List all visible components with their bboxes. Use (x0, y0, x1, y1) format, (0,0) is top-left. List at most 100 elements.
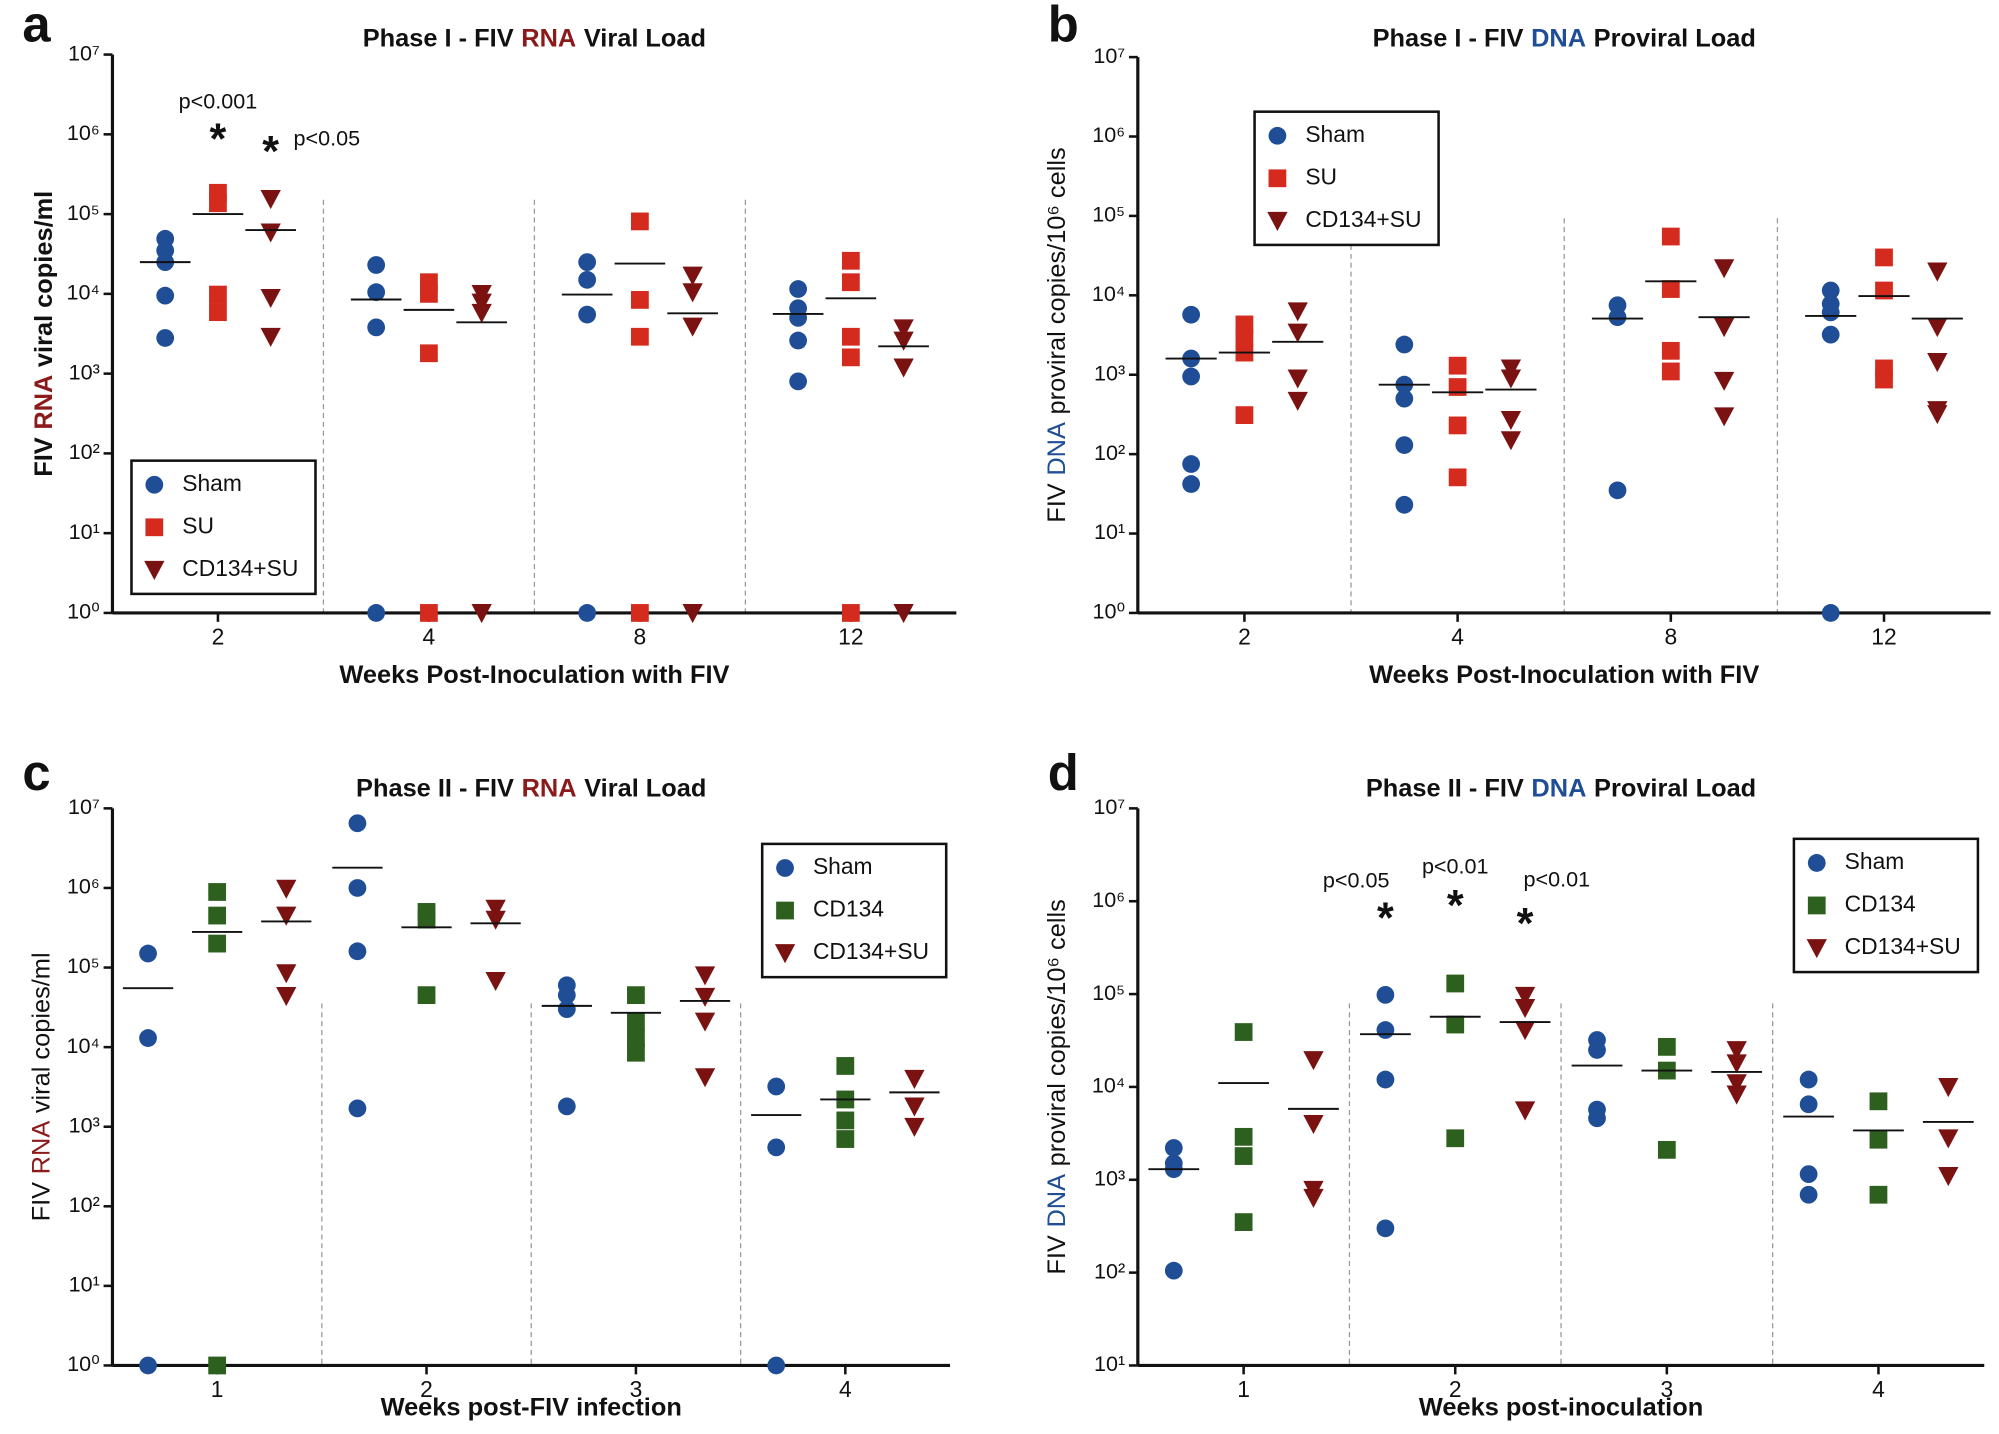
point (1869, 1130, 1888, 1149)
point (1661, 362, 1680, 381)
y-tick-label: 10¹ (69, 1272, 100, 1297)
legend-label: CD134+SU (182, 555, 298, 581)
point (1938, 1078, 1959, 1098)
point (841, 348, 860, 367)
point (367, 318, 386, 337)
point (694, 966, 716, 986)
point (209, 285, 227, 304)
point (260, 289, 281, 309)
y-tick-label: 10⁶ (1092, 122, 1125, 147)
point (578, 305, 597, 324)
legend-label: CD134 (813, 896, 884, 922)
point (694, 1012, 716, 1032)
point (904, 1069, 925, 1089)
point (1287, 302, 1308, 322)
p-value: p<0.01 (1422, 854, 1489, 879)
point (1395, 436, 1414, 454)
y-tick-label: 10⁶ (67, 120, 100, 145)
legend-label: Sham (182, 470, 242, 496)
point (631, 212, 649, 231)
point (1514, 986, 1536, 1006)
point (841, 251, 860, 270)
point (417, 986, 436, 1005)
y-tick-label: 10⁷ (1093, 43, 1125, 68)
legend-label: CD134 (1845, 890, 1916, 916)
point (694, 1068, 716, 1088)
y-tick-label: 10² (1094, 1258, 1125, 1283)
chart-title-part: Viral Load (584, 774, 706, 802)
point (893, 358, 914, 378)
y-axis-title-part: DNA (1043, 1174, 1071, 1228)
point (471, 303, 492, 323)
y-axis-title-part: RNA (30, 375, 58, 430)
point (578, 253, 597, 272)
point (139, 944, 157, 963)
point (485, 910, 506, 930)
point (367, 604, 386, 622)
y-tick-label: 10³ (1094, 360, 1125, 385)
point (1875, 248, 1893, 267)
point (631, 327, 649, 346)
p-value: p<0.001 (179, 88, 258, 113)
p-value: p<0.01 (1524, 866, 1591, 891)
point (1303, 1051, 1324, 1071)
x-tick-label: 2 (1238, 623, 1251, 649)
point (578, 270, 597, 289)
point (260, 327, 281, 347)
x-tick-label: 4 (1451, 623, 1464, 649)
point (1164, 1261, 1183, 1280)
point (893, 331, 914, 351)
y-tick-label: 10¹ (1094, 519, 1125, 544)
point (1875, 370, 1893, 389)
y-axis-title: FIV DNA proviral copies/10⁶ cells (1043, 899, 1071, 1274)
point (1376, 1021, 1395, 1039)
point (1799, 1165, 1818, 1184)
point (836, 1057, 855, 1075)
point (1799, 1185, 1818, 1204)
x-axis-title: Weeks Post-Inoculation with FIV (339, 661, 729, 689)
point (208, 934, 227, 953)
point (682, 283, 703, 303)
point (627, 1043, 645, 1062)
significance-marker: * (210, 116, 227, 164)
y-tick-label: 10⁷ (68, 794, 100, 819)
point (1608, 308, 1627, 327)
chart-title-part: RNA (522, 774, 577, 802)
point (841, 327, 860, 346)
point (1657, 1037, 1676, 1056)
point (276, 964, 297, 984)
legend-label: SU (182, 512, 214, 538)
point (1726, 1085, 1747, 1105)
y-axis-title: FIV RNA viral copies/ml (27, 952, 55, 1221)
point (682, 604, 703, 624)
y-tick-label: 10⁶ (67, 874, 100, 899)
chart-title-part: Proviral Load (1594, 24, 1756, 52)
point (1303, 1188, 1324, 1208)
point (1807, 896, 1826, 915)
point (1287, 391, 1308, 411)
point (1268, 126, 1287, 145)
x-axis-title: Weeks post-inoculation (1419, 1393, 1703, 1421)
y-axis-title-part: RNA (27, 1121, 55, 1175)
legend-label: CD134+SU (813, 938, 929, 964)
point (209, 303, 227, 322)
point (1726, 1054, 1747, 1074)
significance-marker: * (1377, 895, 1394, 943)
point (631, 291, 649, 309)
x-tick-label: 4 (1872, 1376, 1885, 1402)
chart-title-part: Phase II - FIV (1366, 774, 1524, 802)
chart-title-part: RNA (521, 24, 576, 52)
point (1938, 1129, 1959, 1149)
point (1287, 323, 1308, 343)
y-tick-label: 10⁰ (67, 599, 100, 624)
point (1806, 939, 1827, 959)
point (631, 604, 649, 622)
point (1376, 986, 1395, 1004)
y-axis-title-part: FIV (30, 437, 58, 477)
x-tick-label: 12 (1871, 623, 1896, 649)
point (1235, 406, 1254, 424)
point (485, 971, 506, 992)
point (557, 1000, 576, 1019)
panel-label: c (22, 744, 50, 801)
